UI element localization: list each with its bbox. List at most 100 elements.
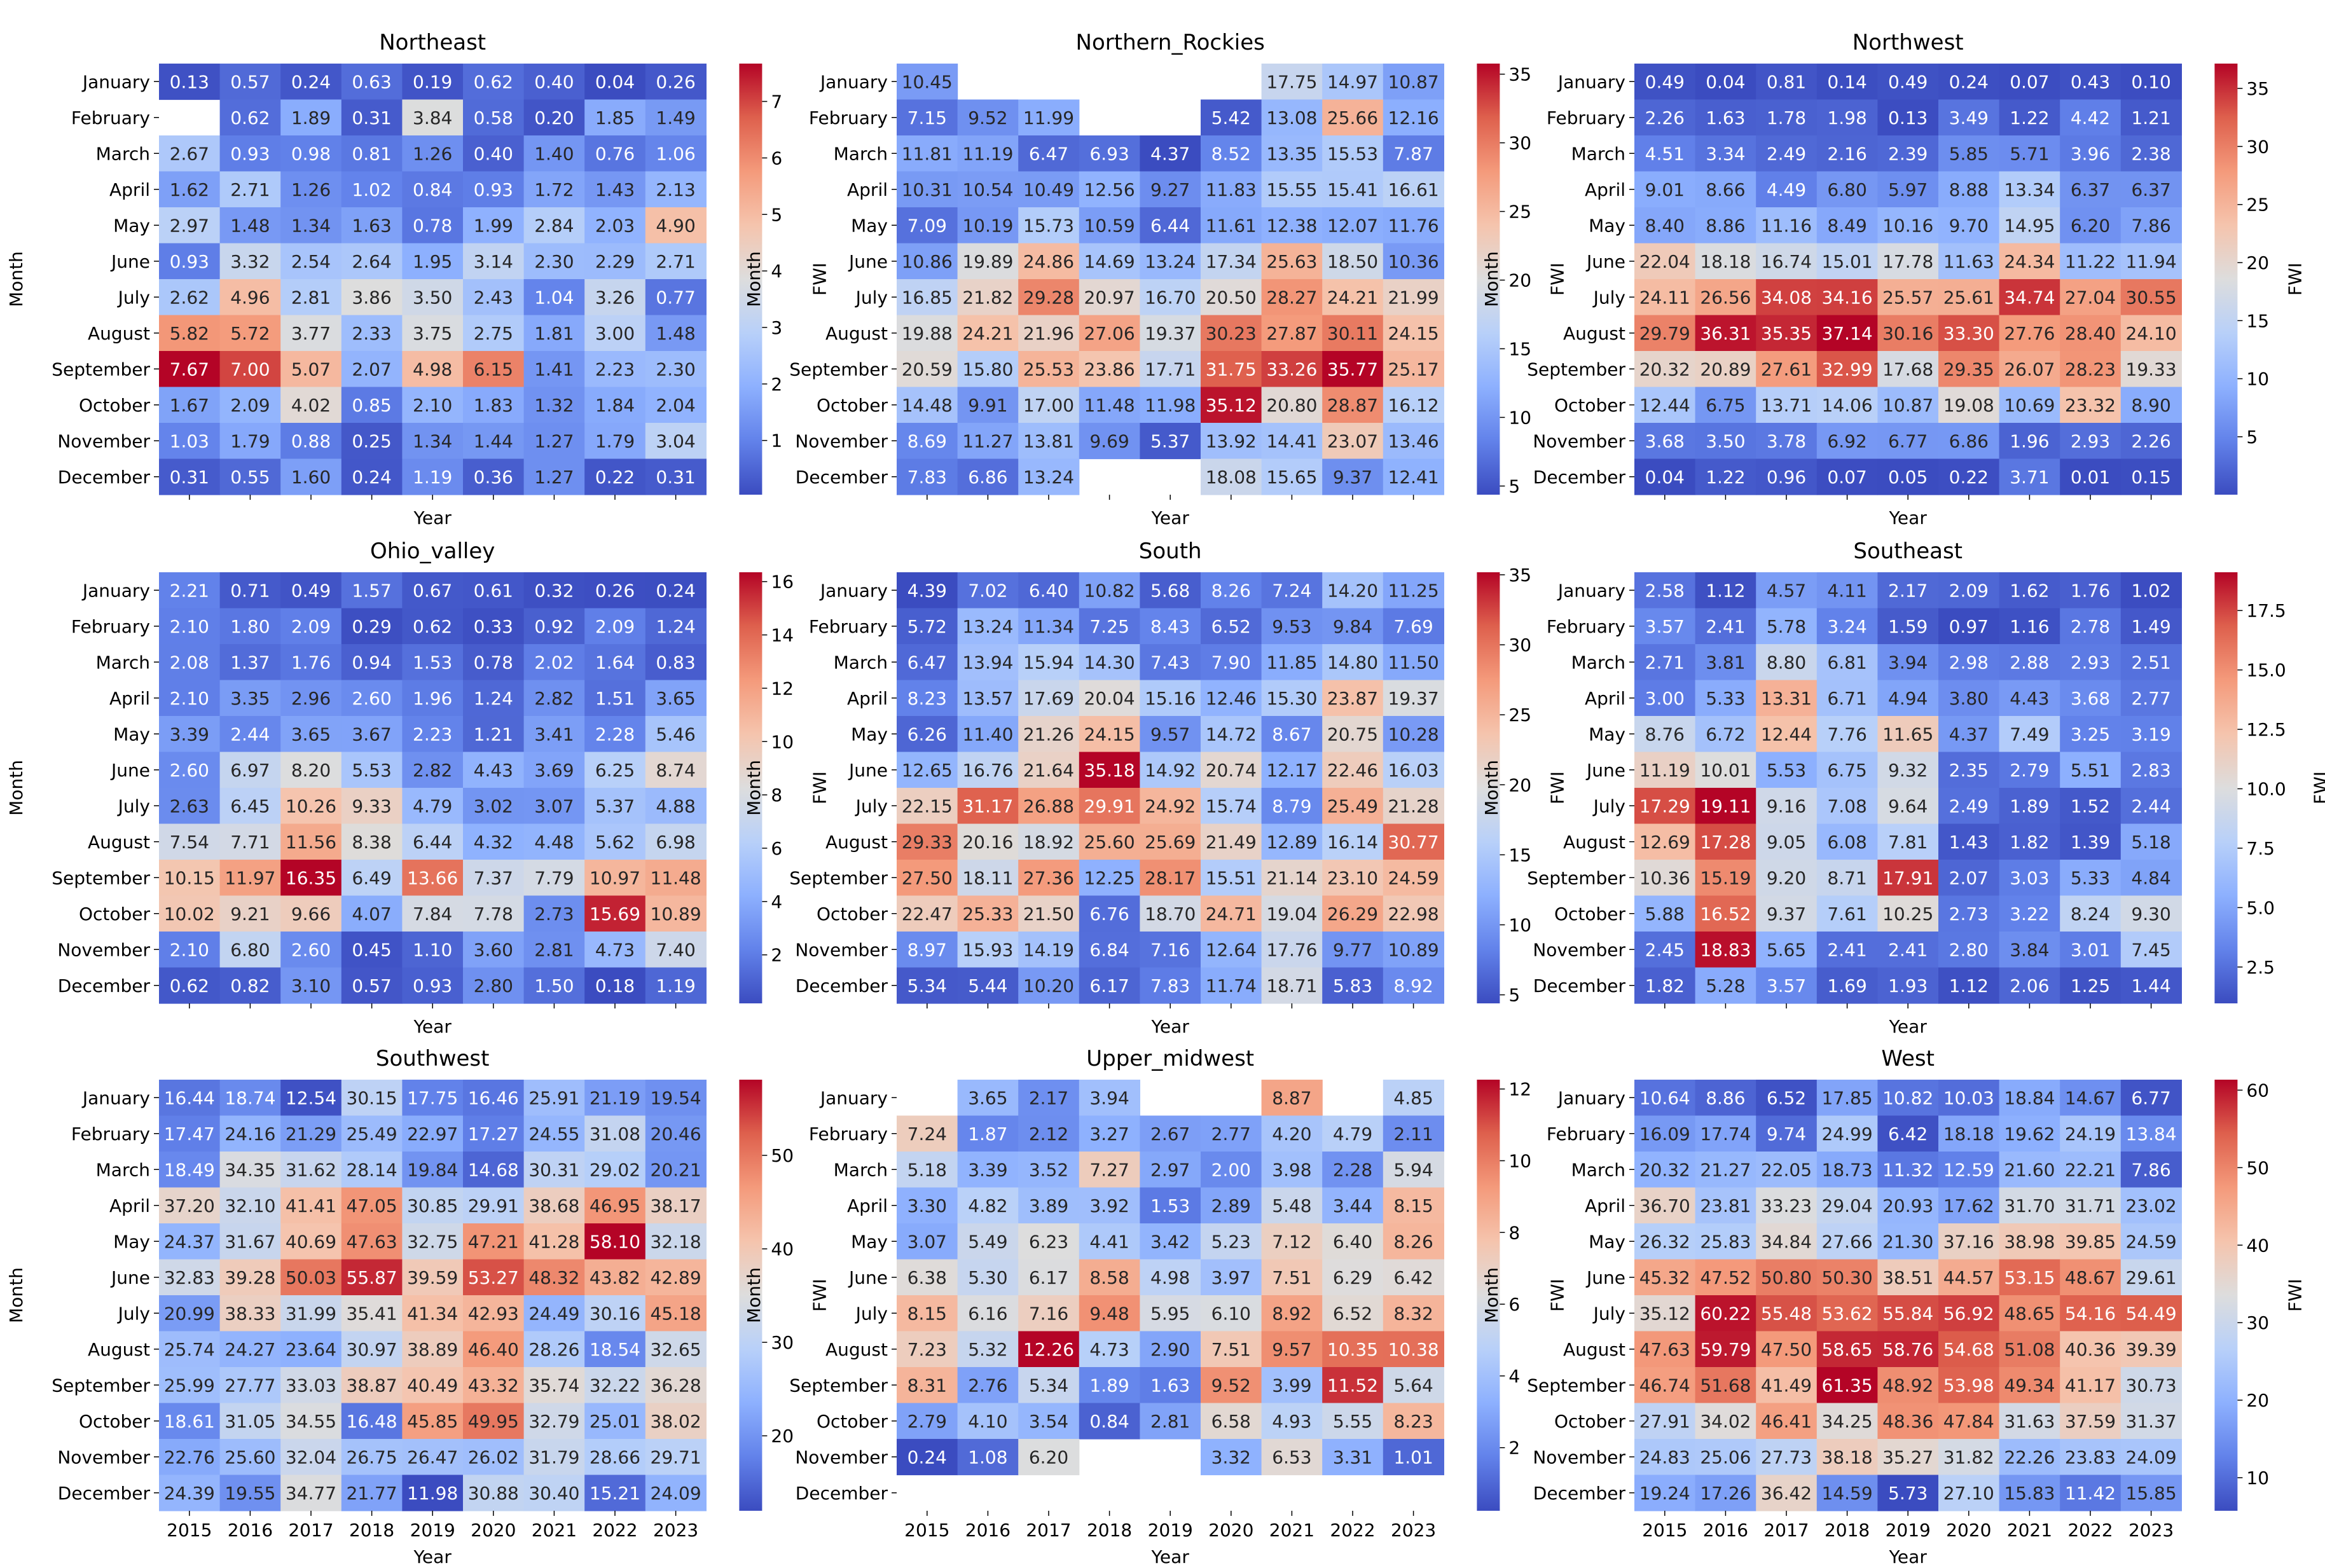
cell-value-label: 5.18 xyxy=(907,1159,947,1180)
cell-value-label: 3.02 xyxy=(474,795,513,816)
cell-value-label: 29.79 xyxy=(1639,323,1690,344)
colorbar-tick-label: 10 xyxy=(1508,914,1531,935)
cell-value-label: 9.64 xyxy=(1888,795,1928,816)
cell-value-label: 13.57 xyxy=(962,688,1013,709)
x-axis-label: Year xyxy=(413,1016,452,1037)
heatmap-cell xyxy=(1018,608,1080,645)
cell-value-label: 29.04 xyxy=(1822,1195,1873,1216)
heatmap-cell xyxy=(159,823,221,860)
heatmap-cell xyxy=(463,135,525,172)
heatmap-cell xyxy=(159,860,221,897)
cell-value-label: 15.85 xyxy=(2126,1483,2177,1504)
cell-value-label: 13.71 xyxy=(1761,395,1812,416)
cell-value-label: 5.95 xyxy=(1150,1303,1190,1324)
cell-value-label: 53.98 xyxy=(1943,1375,1994,1396)
heatmap-cell xyxy=(2120,608,2182,645)
cell-value-label: 6.52 xyxy=(1211,616,1251,637)
heatmap-cell xyxy=(1079,860,1140,897)
heatmap-cell xyxy=(341,207,403,244)
heatmap-cell xyxy=(402,860,464,897)
cell-value-label: 4.37 xyxy=(1150,143,1190,164)
heatmap-cell xyxy=(159,423,221,460)
cell-value-label: 3.22 xyxy=(2010,904,2049,925)
y-tick-label: October xyxy=(817,904,888,925)
heatmap-cell xyxy=(897,458,958,495)
y-tick-label: October xyxy=(1554,395,1626,416)
cell-value-label: 2.54 xyxy=(291,251,331,272)
cell-value-label: 2.60 xyxy=(291,939,331,960)
cell-value-label: 48.65 xyxy=(2004,1303,2055,1324)
cell-value-label: 6.97 xyxy=(230,760,270,781)
cell-value-label: 1.02 xyxy=(352,179,391,200)
heatmap-cell xyxy=(1079,279,1140,316)
cell-value-label: 5.55 xyxy=(1333,1411,1372,1432)
heatmap-cell xyxy=(463,788,525,825)
cell-value-label: 0.24 xyxy=(907,1447,947,1468)
cell-value-label: 9.77 xyxy=(1333,939,1372,960)
cell-value-label: 0.14 xyxy=(1827,71,1866,92)
cell-value-label: 36.70 xyxy=(1639,1195,1690,1216)
y-tick-label: April xyxy=(847,688,888,709)
cell-value-label: 2.17 xyxy=(1888,580,1928,601)
heatmap-cell xyxy=(2120,895,2182,932)
cell-value-label: 28.66 xyxy=(590,1447,640,1468)
heatmap-cell xyxy=(1140,279,1201,316)
cell-value-label: 20.59 xyxy=(902,359,953,380)
y-tick-label: August xyxy=(825,1339,888,1360)
cell-value-label: 4.98 xyxy=(1150,1267,1190,1288)
colorbar-tick-label: 14 xyxy=(771,625,794,646)
heatmap-cell xyxy=(1018,967,1080,1004)
cell-value-label: 14.72 xyxy=(1206,724,1257,745)
colorbar-tick-label: 50 xyxy=(771,1145,794,1166)
cell-value-label: 54.16 xyxy=(2065,1303,2116,1324)
cell-value-label: 0.36 xyxy=(474,467,513,488)
heatmap-cell xyxy=(1877,680,1939,717)
colorbar-label: FWI xyxy=(2284,1279,2305,1312)
cell-value-label: 13.84 xyxy=(2126,1124,2177,1145)
heatmap-cell xyxy=(1322,279,1384,316)
cell-value-label: 24.34 xyxy=(2004,251,2055,272)
heatmap-cell xyxy=(897,243,958,280)
heatmap-cell xyxy=(1756,823,1818,860)
cell-value-label: 2.06 xyxy=(2010,975,2049,996)
cell-value-label: 1.60 xyxy=(291,467,331,488)
cell-value-label: 32.10 xyxy=(224,1195,275,1216)
cell-value-label: 1.96 xyxy=(2010,430,2049,451)
heatmap-cell xyxy=(1201,243,1262,280)
cell-value-label: 22.97 xyxy=(407,1124,458,1145)
heatmap-cell xyxy=(2060,608,2121,645)
heatmap-cell xyxy=(1140,243,1201,280)
cell-value-label: 38.33 xyxy=(224,1303,275,1324)
cell-value-label: 9.33 xyxy=(352,795,391,816)
heatmap-cell xyxy=(1938,716,2000,753)
cell-value-label: 6.98 xyxy=(656,832,695,853)
heatmap-cell xyxy=(957,608,1019,645)
heatmap-cell xyxy=(280,1223,342,1260)
heatmap-cell xyxy=(463,207,525,244)
cell-value-label: 3.71 xyxy=(2010,467,2049,488)
cell-value-label: 11.81 xyxy=(902,143,953,164)
cell-value-label: 12.65 xyxy=(902,760,953,781)
cell-value-label: 2.67 xyxy=(170,143,209,164)
cell-value-label: 14.48 xyxy=(902,395,953,416)
cell-value-label: 15.01 xyxy=(1822,251,1873,272)
cell-value-label: 3.27 xyxy=(1089,1124,1129,1145)
cell-value-label: 2.07 xyxy=(1949,867,1989,888)
heatmap-cell xyxy=(2120,716,2182,753)
y-tick-label: October xyxy=(817,1411,888,1432)
heatmap-cell xyxy=(159,1223,221,1260)
cell-value-label: 1.24 xyxy=(656,616,695,637)
cell-value-label: 25.61 xyxy=(1943,287,1994,308)
cell-value-label: 16.48 xyxy=(347,1411,397,1432)
cell-value-label: 16.44 xyxy=(164,1087,215,1108)
cell-value-label: 1.02 xyxy=(2131,580,2170,601)
cell-value-label: 3.44 xyxy=(1333,1195,1372,1216)
cell-value-label: 1.76 xyxy=(2071,580,2110,601)
heatmap-cell xyxy=(1322,315,1384,352)
heatmap-cell xyxy=(957,279,1019,316)
cell-value-label: 9.16 xyxy=(1767,795,1806,816)
cell-value-label: 31.75 xyxy=(1206,359,1257,380)
cell-value-label: 23.87 xyxy=(1327,688,1378,709)
cell-value-label: 21.77 xyxy=(347,1483,397,1504)
